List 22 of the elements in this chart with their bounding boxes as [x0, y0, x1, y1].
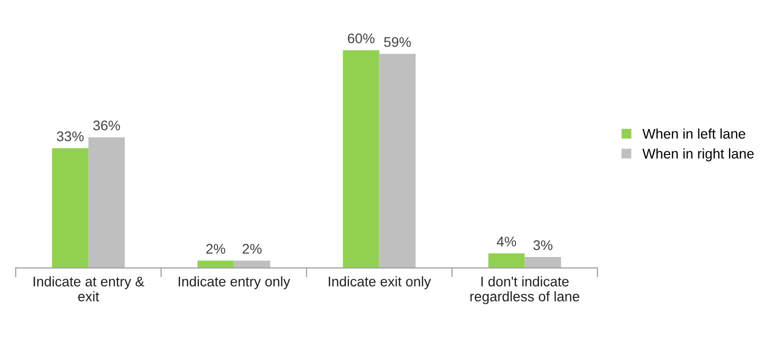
- data-label: 2%: [206, 244, 226, 254]
- legend-label: When in right lane: [642, 148, 754, 162]
- bar: [524, 257, 562, 268]
- x-tick-label: Indicate at entry & exit: [34, 276, 144, 302]
- bar: [52, 148, 88, 268]
- data-label: 4%: [496, 236, 516, 246]
- bar: [197, 260, 234, 268]
- x-tick-label: Indicate exit only: [328, 276, 431, 290]
- bar: [379, 54, 416, 268]
- data-label: 2%: [242, 244, 262, 254]
- legend-label: When in left lane: [642, 128, 746, 139]
- data-label: 60%: [348, 33, 374, 44]
- data-label: 3%: [533, 240, 552, 250]
- x-tick-label: I don't indicate regardless of lane: [470, 276, 580, 304]
- bar: [488, 253, 525, 268]
- data-label: 36%: [93, 120, 120, 130]
- bar: [234, 260, 270, 268]
- data-label: 33%: [56, 131, 84, 142]
- bar: [342, 50, 380, 268]
- data-label: 59%: [384, 37, 411, 47]
- x-tick-label: Indicate entry only: [178, 276, 290, 290]
- bar: [88, 137, 125, 268]
